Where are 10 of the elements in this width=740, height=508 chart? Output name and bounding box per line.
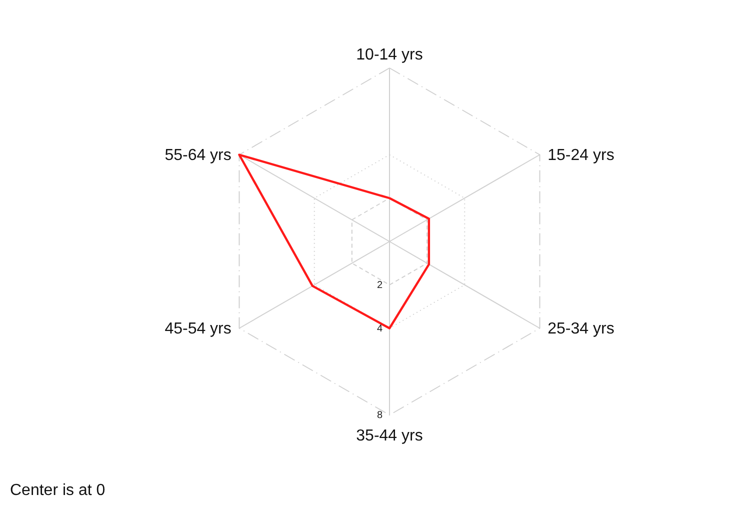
text: Center is at 0 bbox=[10, 482, 106, 500]
spoke-label: 35-44 yrs bbox=[356, 428, 423, 445]
spoke-label: 25-34 yrs bbox=[548, 320, 614, 338]
y-tick-label: 4 bbox=[376, 323, 383, 334]
spoke-label: 55-64 yrs bbox=[164, 146, 232, 164]
y-tick-label: 8 bbox=[376, 410, 383, 421]
spoke-label: 15-24 yrs bbox=[548, 146, 614, 164]
spoke-label: 45-54 yrs bbox=[164, 320, 232, 338]
y-tick-label: 2 bbox=[376, 280, 383, 291]
spoke-label: 10-14 yrs bbox=[356, 46, 423, 64]
